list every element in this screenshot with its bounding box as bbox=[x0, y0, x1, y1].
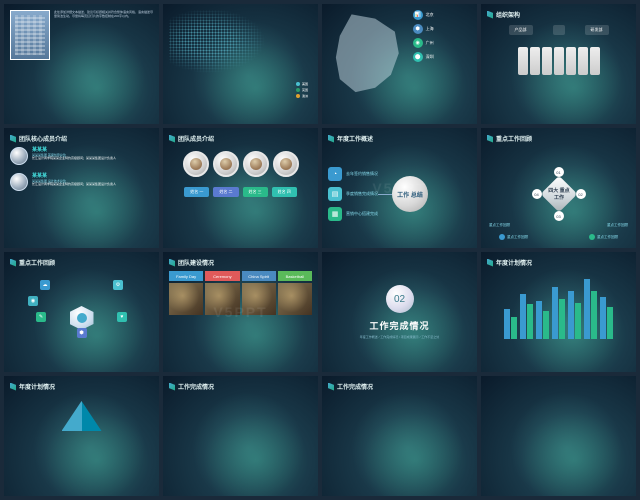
member-list: 某某某某某某集团 首席创意总监长江设计商学院某某企业特约高级顾问；某某某集团设计… bbox=[10, 147, 153, 191]
slide-16 bbox=[481, 376, 636, 496]
title-icon bbox=[487, 11, 493, 19]
slide-9: 重点工作回顾 ☁⚙✎♥⬢◉ bbox=[4, 252, 159, 372]
summary-items: ◔去年签约销售情况▤季度销售完成情况▦营销中心搭建完成 bbox=[328, 167, 378, 221]
hexagon-center bbox=[70, 306, 94, 330]
slide-title: 团队建设情况 bbox=[178, 258, 214, 267]
center-text: 工作 总结 bbox=[397, 190, 423, 199]
china-map bbox=[328, 10, 407, 96]
title-icon bbox=[169, 383, 175, 391]
name-tags: 姓名 一姓名 二姓名 三姓名 四 bbox=[169, 187, 312, 197]
slide-13: 年度计划情况 bbox=[4, 376, 159, 496]
city-icon-list: 📊北京⬢上海◉广州⬤深圳 bbox=[413, 10, 434, 106]
corner-num: 04 bbox=[532, 189, 542, 199]
side-label: 重点工作回顾 bbox=[589, 234, 618, 240]
slide-6: 团队成员介绍 姓名 一姓名 二姓名 三姓名 四 bbox=[163, 128, 318, 248]
map-legend: 美国英国澳洲 bbox=[296, 82, 308, 98]
slide-title: 团队成员介绍 bbox=[178, 134, 214, 143]
hex-inner-icon bbox=[77, 313, 87, 323]
slide-title: 组织架构 bbox=[496, 10, 520, 19]
side-label: 重点工作回顾 bbox=[607, 223, 628, 228]
title-icon bbox=[10, 259, 16, 267]
corner-num: 01 bbox=[554, 167, 564, 177]
photo bbox=[278, 283, 312, 315]
slide-8: 重点工作回顾 四大 重点工作 01 02 03 04 重点工作回顾 重点工作回顾… bbox=[481, 128, 636, 248]
slide-5: 团队核心成员介绍 某某某某某某集团 首席创意总监长江设计商学院某某企业特约高级顾… bbox=[4, 128, 159, 248]
avatar bbox=[183, 151, 209, 177]
triangle-chart bbox=[62, 401, 102, 431]
slide-1: 此处添加详细文本描述，建议与标题相关并符合整体语言风格，语言描述尽量简洁生动。尽… bbox=[4, 4, 159, 124]
slide-14: 工作完成情况 bbox=[163, 376, 318, 496]
corner-num: 02 bbox=[576, 189, 586, 199]
slide-title: 年度工作概述 bbox=[337, 134, 373, 143]
section-number: 02 bbox=[386, 285, 414, 313]
slide-15: 工作完成情况 bbox=[322, 376, 477, 496]
bar-chart bbox=[487, 279, 630, 339]
side-label: 重点工作回顾 bbox=[489, 223, 510, 228]
slide-title: 工作完成情况 bbox=[178, 382, 214, 391]
corner-num: 03 bbox=[554, 211, 564, 221]
avatar-circles bbox=[169, 151, 312, 177]
slide-10: 团队建设情况 Family DayCeremonyChina SpiritBas… bbox=[163, 252, 318, 372]
world-map bbox=[169, 10, 269, 87]
diamond-center: 四大 重点工作 bbox=[540, 176, 577, 213]
dot-icon bbox=[499, 234, 505, 240]
title-icon bbox=[328, 135, 334, 143]
slide-title: 重点工作回顾 bbox=[19, 258, 55, 267]
slide-grid: 此处添加详细文本描述，建议与标题相关并符合整体语言风格，语言描述尽量简洁生动。尽… bbox=[0, 0, 640, 500]
org-top: 产品部研发部 bbox=[487, 25, 630, 35]
diamond-diagram: 四大 重点工作 01 02 03 04 bbox=[534, 169, 584, 219]
title-icon bbox=[10, 135, 16, 143]
body-text: 此处添加详细文本描述，建议与标题相关并符合整体语言风格，语言描述尽量简洁生动。尽… bbox=[54, 10, 153, 106]
title-icon bbox=[487, 259, 493, 267]
slide-title: 年度计划情况 bbox=[496, 258, 532, 267]
avatar bbox=[213, 151, 239, 177]
center-circle: 工作 总结 bbox=[392, 176, 428, 212]
slide-4: 组织架构 产品部研发部 bbox=[481, 4, 636, 124]
slide-3: 📊北京⬢上海◉广州⬤深圳 bbox=[322, 4, 477, 124]
org-bottom bbox=[487, 47, 630, 75]
slide-11: 02 工作完成情况 年度工作概述 / 工作完成情况 / 项目成果展示 / 工作不… bbox=[322, 252, 477, 372]
slide-title: 工作完成情况 bbox=[337, 382, 373, 391]
building-image bbox=[10, 10, 50, 60]
photo bbox=[169, 283, 203, 315]
photo bbox=[205, 283, 239, 315]
avatar bbox=[243, 151, 269, 177]
photo-headers: Family DayCeremonyChina SpiritBasketball bbox=[169, 271, 312, 281]
slide-title: 重点工作回顾 bbox=[496, 134, 532, 143]
section-subtitle: 年度工作概述 / 工作完成情况 / 项目成果展示 / 工作不足之处 bbox=[360, 335, 440, 339]
slide-title: 年度计划情况 bbox=[19, 382, 55, 391]
slide-12: 年度计划情况 bbox=[481, 252, 636, 372]
photo bbox=[242, 283, 276, 315]
side-label: 重点工作回顾 bbox=[499, 234, 528, 240]
dot-icon bbox=[589, 234, 595, 240]
title-icon bbox=[328, 383, 334, 391]
title-icon bbox=[487, 135, 493, 143]
photo-grid bbox=[169, 283, 312, 315]
slide-7: 年度工作概述 ◔去年签约销售情况▤季度销售完成情况▦营销中心搭建完成 工作 总结… bbox=[322, 128, 477, 248]
title-icon bbox=[169, 135, 175, 143]
slide-title: 团队核心成员介绍 bbox=[19, 134, 67, 143]
slide-2: 美国英国澳洲 bbox=[163, 4, 318, 124]
title-icon bbox=[10, 383, 16, 391]
section-title: 工作完成情况 bbox=[369, 319, 429, 332]
title-icon bbox=[169, 259, 175, 267]
avatar bbox=[273, 151, 299, 177]
